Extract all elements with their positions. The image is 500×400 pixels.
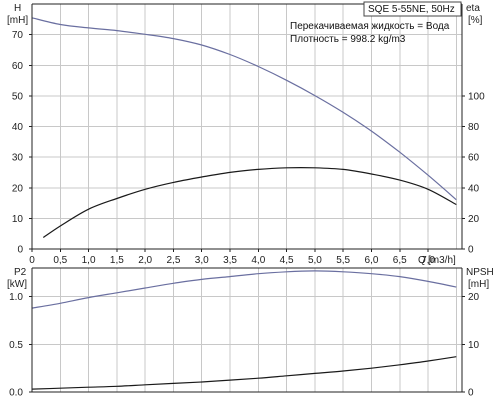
x-tick-label: 3,0 (195, 255, 209, 266)
chart-title: SQE 5-55NE, 50Hz (368, 4, 455, 15)
right-axis-title: eta (466, 3, 480, 14)
right-tick-label: 20 (468, 292, 480, 303)
x-tick-label: 1,0 (82, 255, 96, 266)
x-tick-label: 6,0 (365, 255, 379, 266)
right-tick-label: 100 (468, 91, 485, 102)
left-tick-label: 0 (17, 245, 23, 256)
x-tick-label: 2,0 (138, 255, 152, 266)
left-tick-label: 70 (12, 30, 24, 41)
left-tick-label: 0.5 (9, 340, 23, 351)
left-tick-label: 30 (12, 153, 24, 164)
right-tick-label: 0 (468, 388, 474, 399)
left-tick-label: 40 (12, 122, 24, 133)
x-tick-label: 1,5 (110, 255, 124, 266)
left-tick-label: 1.0 (9, 292, 23, 303)
x-tick-label: 5,0 (308, 255, 322, 266)
series-line-1-1 (31, 356, 457, 390)
x-axis-title: Q (418, 255, 426, 266)
x-tick-label: 4,5 (280, 255, 294, 266)
plot-area-1 (32, 268, 462, 392)
right-tick-label: 0 (468, 245, 474, 256)
right-axis-title: NPSH (466, 267, 494, 278)
right-tick-label: 10 (468, 340, 480, 351)
x-tick-label: 4,0 (251, 255, 265, 266)
left-tick-label: 60 (12, 61, 24, 72)
x-tick-label: 0 (29, 255, 35, 266)
right-axis-unit: [%] (468, 15, 483, 26)
left-axis-unit: [mH] (7, 15, 28, 26)
annotation-density: Плотность = 998.2 kg/m3 (290, 34, 406, 45)
x-tick-label: 7,0 (421, 255, 435, 266)
x-tick-label: 6,5 (393, 255, 407, 266)
right-tick-label: 60 (468, 153, 480, 164)
left-tick-label: 0.0 (9, 388, 23, 399)
x-tick-label: 0,5 (53, 255, 67, 266)
x-tick-label: 2,5 (166, 255, 180, 266)
series-line-0-0 (31, 17, 457, 201)
right-tick-label: 40 (468, 183, 480, 194)
right-tick-label: 20 (468, 214, 480, 225)
left-axis-title: P2 (14, 267, 27, 278)
series-line-0-1 (42, 167, 457, 238)
left-axis-title: H (14, 3, 21, 14)
left-tick-label: 10 (12, 214, 24, 225)
x-axis-unit: [m3/h] (428, 255, 456, 266)
annotation-liquid: Перекачиваемая жидкость = Вода (290, 21, 450, 32)
series-line-1-0 (31, 270, 457, 309)
right-axis-unit: [mH] (468, 279, 489, 290)
right-tick-label: 80 (468, 122, 480, 133)
x-tick-label: 5,5 (336, 255, 350, 266)
x-tick-label: 3,5 (223, 255, 237, 266)
title-box (363, 1, 462, 17)
left-tick-label: 50 (12, 91, 24, 102)
left-tick-label: 20 (12, 183, 24, 194)
left-axis-unit: [kW] (7, 279, 27, 290)
